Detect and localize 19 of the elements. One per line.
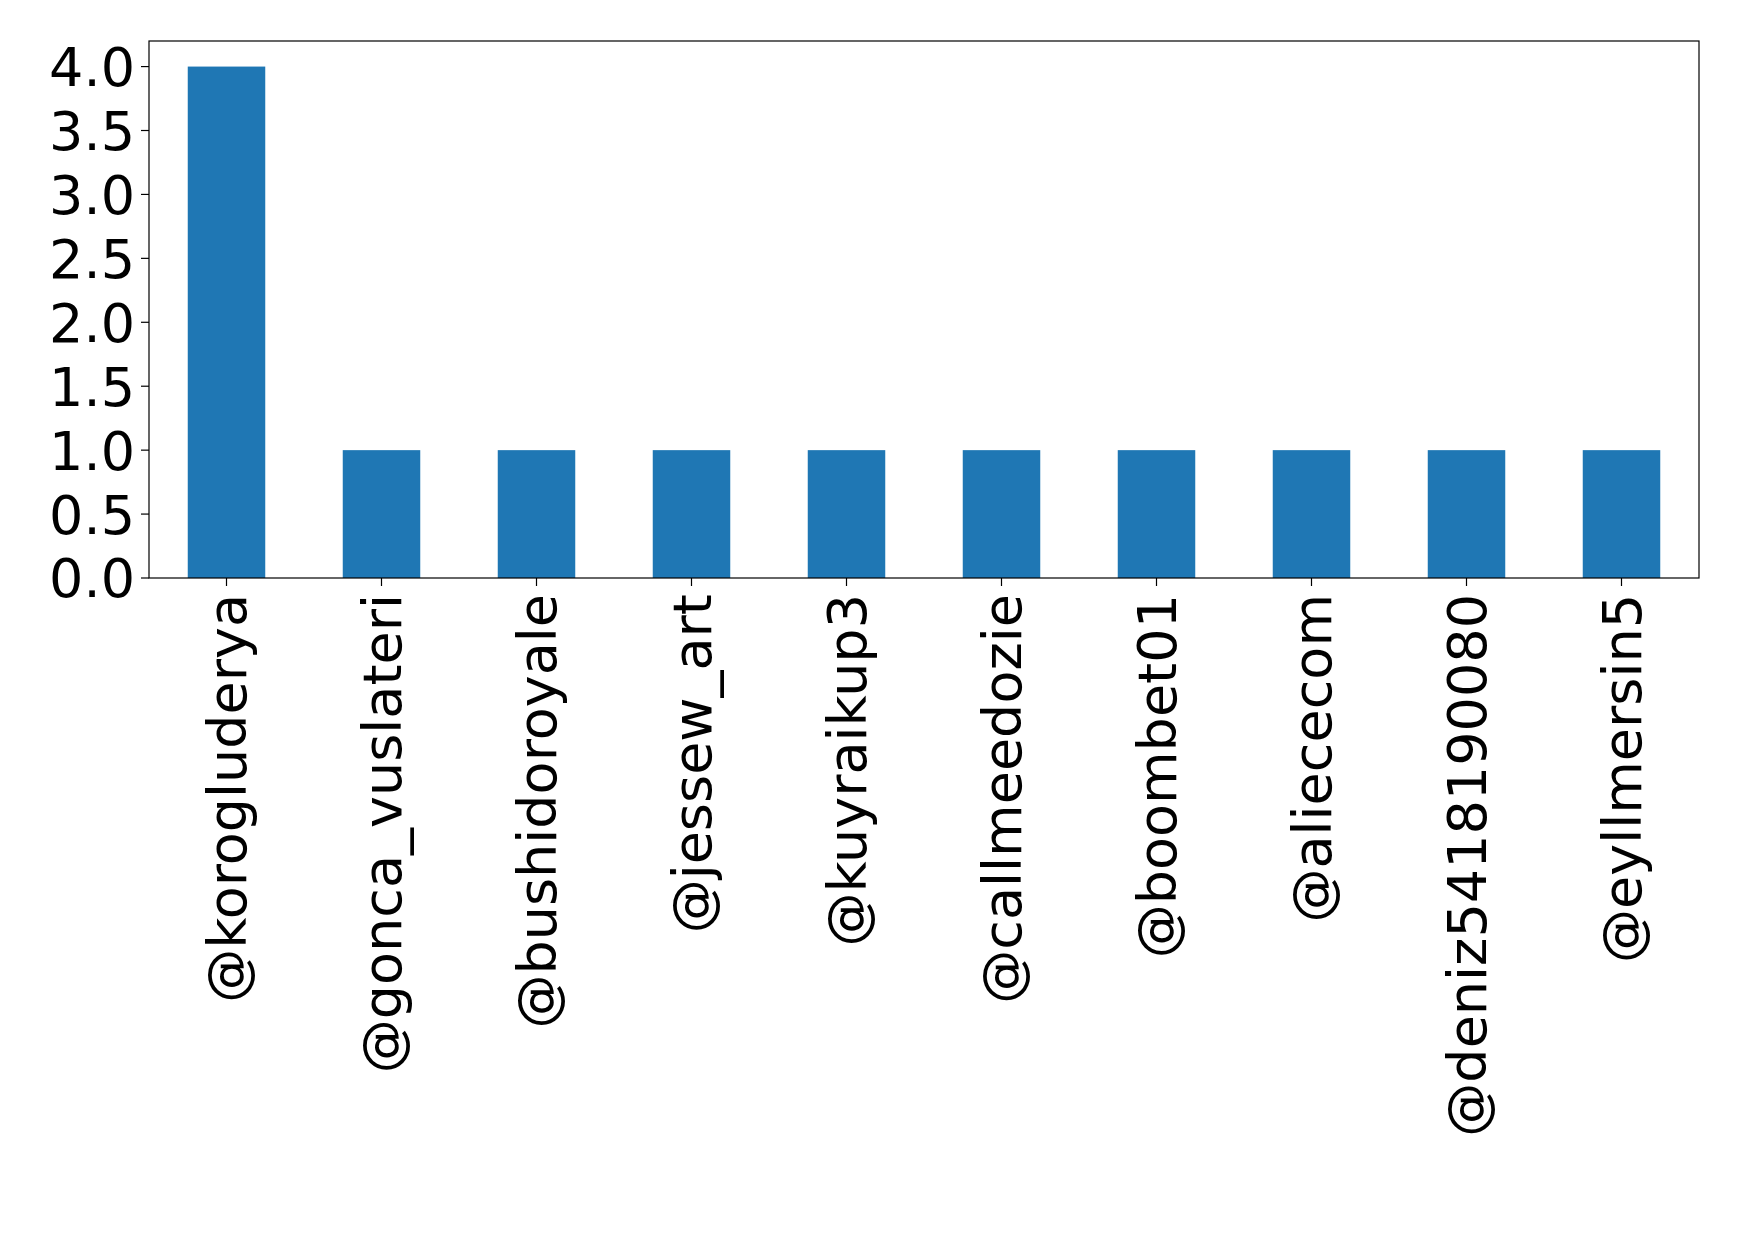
y-tick-label: 1.5 — [49, 355, 135, 419]
y-tick-label: 2.0 — [49, 291, 135, 355]
y-tick-label: 1.0 — [49, 419, 135, 483]
x-tick-label: @callmeedozie — [970, 594, 1034, 1004]
x-tick-label: @kuyraikup3 — [815, 594, 879, 947]
x-tick-label: @jessew_art — [660, 594, 724, 934]
x-tick-label: @eyllmersin5 — [1590, 594, 1654, 963]
y-tick-label: 4.0 — [49, 36, 135, 100]
x-tick-label: @aliececom — [1280, 594, 1344, 923]
y-tick-label: 0.0 — [49, 547, 135, 611]
y-tick-label: 0.5 — [49, 483, 135, 547]
y-tick-label: 2.5 — [49, 227, 135, 291]
x-tick-label: @deniz5418190080 — [1435, 594, 1499, 1137]
x-tick-label: @gonca_vuslateri — [350, 594, 414, 1074]
x-tick-label: @boombet01 — [1125, 594, 1189, 959]
y-tick-label: 3.0 — [49, 163, 135, 227]
x-tick-label: @korogluderya — [195, 594, 259, 1003]
y-tick-label: 3.5 — [49, 99, 135, 163]
x-tick-label: @bushidoroyale — [505, 594, 569, 1029]
